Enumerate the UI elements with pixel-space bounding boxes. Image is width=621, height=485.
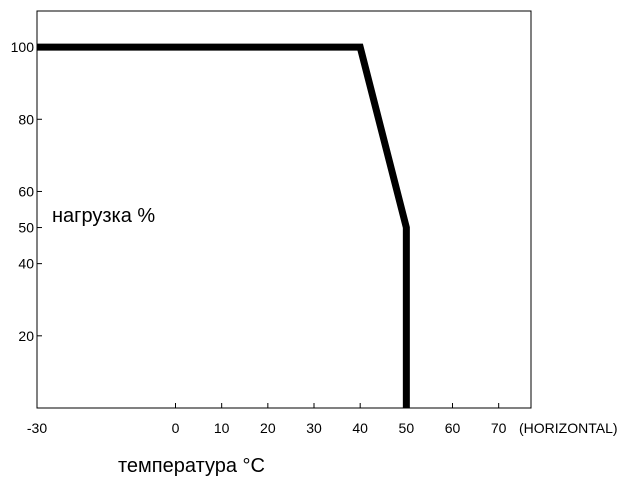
- x-tick-label: 20: [260, 420, 276, 436]
- x-tick-label: -30: [27, 420, 47, 436]
- x-tick-label: 70: [491, 420, 507, 436]
- y-axis: 20 40 50 60 80 100: [11, 39, 42, 344]
- y-tick-label: 20: [18, 328, 34, 344]
- y-tick-label: 60: [18, 183, 34, 199]
- x-axis-label: температура °C: [118, 455, 265, 477]
- y-tick-label: 80: [18, 111, 34, 127]
- x-tick-label: 30: [306, 420, 322, 436]
- x-tick-label: 40: [352, 420, 368, 436]
- plot-frame: [36, 10, 532, 409]
- x-tick-label: 0: [172, 420, 180, 436]
- x-axis-suffix: (HORIZONTAL): [519, 420, 618, 436]
- x-axis: -30 0 10 20 30 40 50 60 70: [27, 403, 507, 436]
- y-tick-label: 50: [18, 220, 34, 236]
- y-tick-label: 100: [11, 39, 35, 55]
- series-layer: [37, 43, 410, 408]
- y-tick-label: 40: [18, 256, 34, 272]
- x-tick-label: 60: [445, 420, 461, 436]
- y-axis-label: нагрузка %: [52, 205, 155, 227]
- derating-curve: [37, 43, 410, 408]
- x-tick-label: 50: [399, 420, 415, 436]
- x-tick-label: 10: [214, 420, 230, 436]
